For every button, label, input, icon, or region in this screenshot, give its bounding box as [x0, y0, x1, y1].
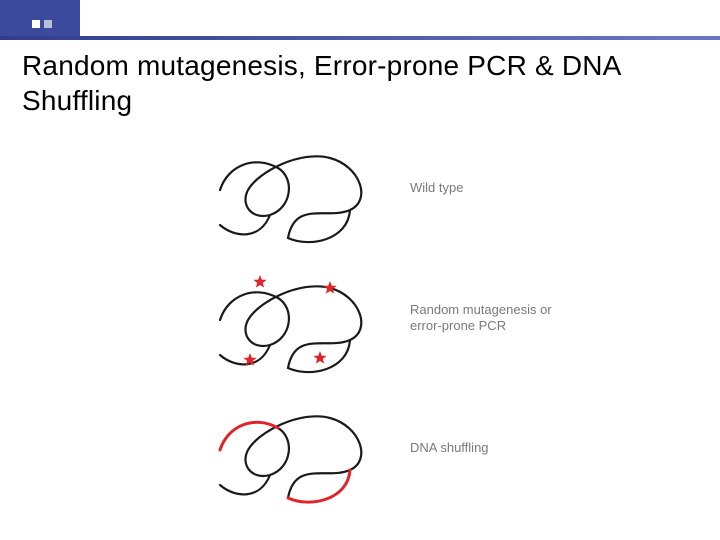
- panel-random-mutagenesis: Random mutagenesis or error-prone PCR: [200, 260, 560, 390]
- panel-wild-type: Wild type: [200, 130, 560, 260]
- squiggle-path: [220, 286, 361, 372]
- top-rule: [0, 36, 720, 40]
- slide-title: Random mutagenesis, Error-prone PCR & DN…: [22, 48, 698, 118]
- label-dna-shuffling: DNA shuffling: [410, 440, 489, 456]
- mutation-stars: [243, 275, 336, 366]
- panel-dna-shuffling: DNA shuffling: [200, 390, 560, 520]
- squiggle-random-mutagenesis: [200, 260, 400, 390]
- squiggle-path: [220, 156, 361, 242]
- label-random-mutagenesis: Random mutagenesis or error-prone PCR: [410, 302, 560, 335]
- accent-square-grey: [44, 20, 52, 28]
- label-wild-type: Wild type: [410, 180, 463, 196]
- accent-square-white: [32, 20, 40, 28]
- shuffled-segment: [288, 470, 350, 502]
- squiggle-wild-type: [200, 130, 400, 260]
- squiggle-dna-shuffling: [200, 390, 400, 520]
- diagram-area: Wild type Random mutagenesis or error-pr…: [200, 130, 560, 520]
- star-icon: [323, 281, 336, 294]
- star-icon: [313, 351, 326, 364]
- top-accent-block: [0, 0, 80, 36]
- shuffled-segment: [220, 422, 278, 450]
- star-icon: [253, 275, 266, 288]
- slide: Random mutagenesis, Error-prone PCR & DN…: [0, 0, 720, 540]
